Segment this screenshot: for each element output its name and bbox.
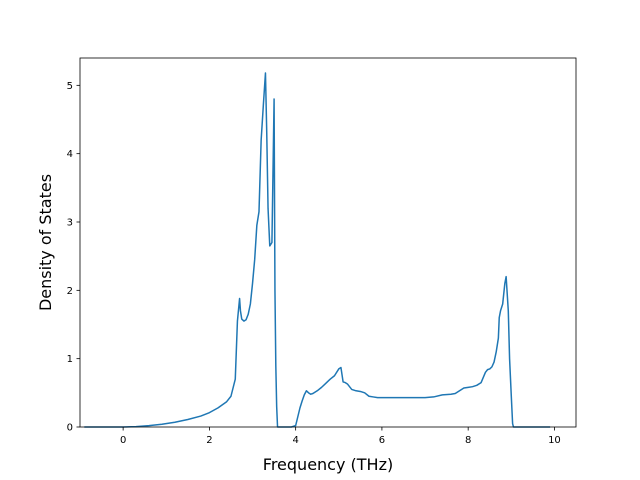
plot-area: [80, 58, 576, 427]
y-axis-ticks: 0 1 2 3 4 5: [67, 81, 80, 434]
x-tick-label: 6: [379, 435, 385, 446]
x-axis-label: Frequency (THz): [263, 455, 393, 474]
x-tick-label: 4: [292, 435, 298, 446]
x-tick-label: 0: [120, 435, 126, 446]
y-tick-label: 3: [67, 218, 73, 229]
y-tick-label: 2: [67, 286, 73, 297]
x-tick-label: 8: [465, 435, 471, 446]
axes-frame: [79, 57, 577, 428]
y-tick-label: 5: [67, 81, 73, 92]
series-layer: [84, 72, 551, 428]
y-tick-label: 0: [67, 423, 73, 434]
dos-series-line: [84, 72, 551, 428]
y-tick-label: 4: [67, 149, 73, 160]
y-tick-label: 1: [67, 354, 73, 365]
x-tick-label: 10: [548, 435, 561, 446]
x-tick-label: 2: [206, 435, 212, 446]
y-axis-label: Density of States: [36, 174, 55, 311]
x-axis-ticks: 0 2 4 6 8 10: [120, 427, 561, 446]
